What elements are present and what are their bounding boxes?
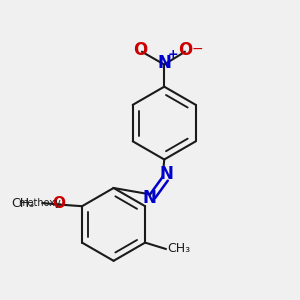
Text: O: O [178,41,192,59]
Text: O: O [134,41,148,59]
Text: N: N [142,189,156,207]
Text: +: + [168,48,178,61]
Text: N: N [157,54,171,72]
Text: N: N [160,165,173,183]
Text: methoxy: methoxy [18,198,61,208]
Text: O: O [52,196,65,211]
Text: CH₃: CH₃ [167,242,190,255]
Text: −: − [191,42,203,56]
Text: CH₃: CH₃ [11,196,35,209]
